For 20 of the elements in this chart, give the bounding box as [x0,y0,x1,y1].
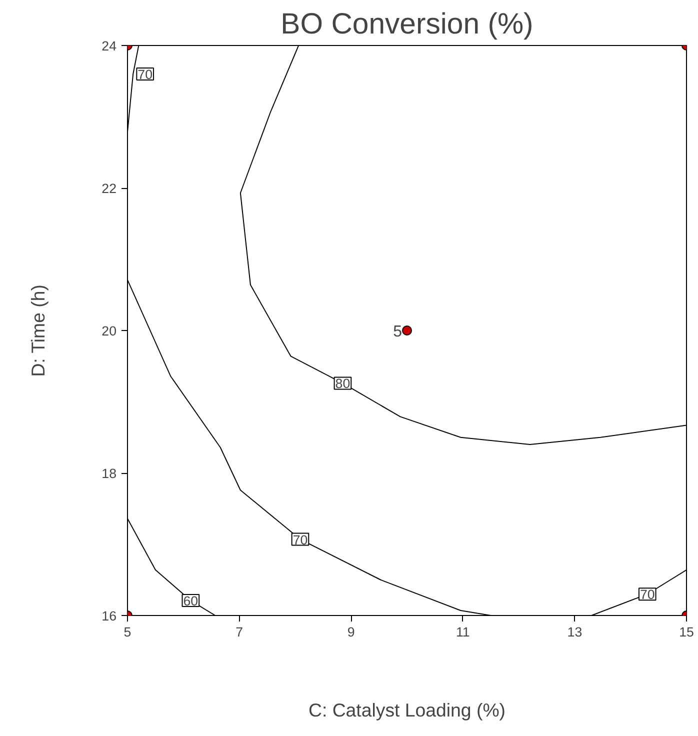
y-tick-label: 24 [102,38,118,54]
x-tick-label: 15 [679,624,694,640]
y-tick-label: 22 [102,181,117,196]
x-tick-label: 13 [567,624,582,640]
y-axis-title: D: Time (h) [28,284,49,377]
series-label: 70 [292,532,308,548]
y-tick-label: 16 [102,608,117,624]
x-axis-title: C: Catalyst Loading (%) [308,700,506,720]
series-label: 80 [335,376,350,392]
x-tick-label: 11 [456,624,470,640]
x-tick-label: 9 [347,624,355,640]
series-label: 70 [138,67,153,82]
y-tick-label: 18 [102,466,117,481]
x-tick-label: 7 [236,624,244,640]
x-tick-label: 5 [124,624,132,640]
y-tick-label: 20 [102,324,117,338]
annotation: 5 [393,324,402,340]
series-label: 70 [640,587,655,602]
chart-title: BO Conversion (%) [280,8,534,40]
series-label: 60 [183,594,198,609]
